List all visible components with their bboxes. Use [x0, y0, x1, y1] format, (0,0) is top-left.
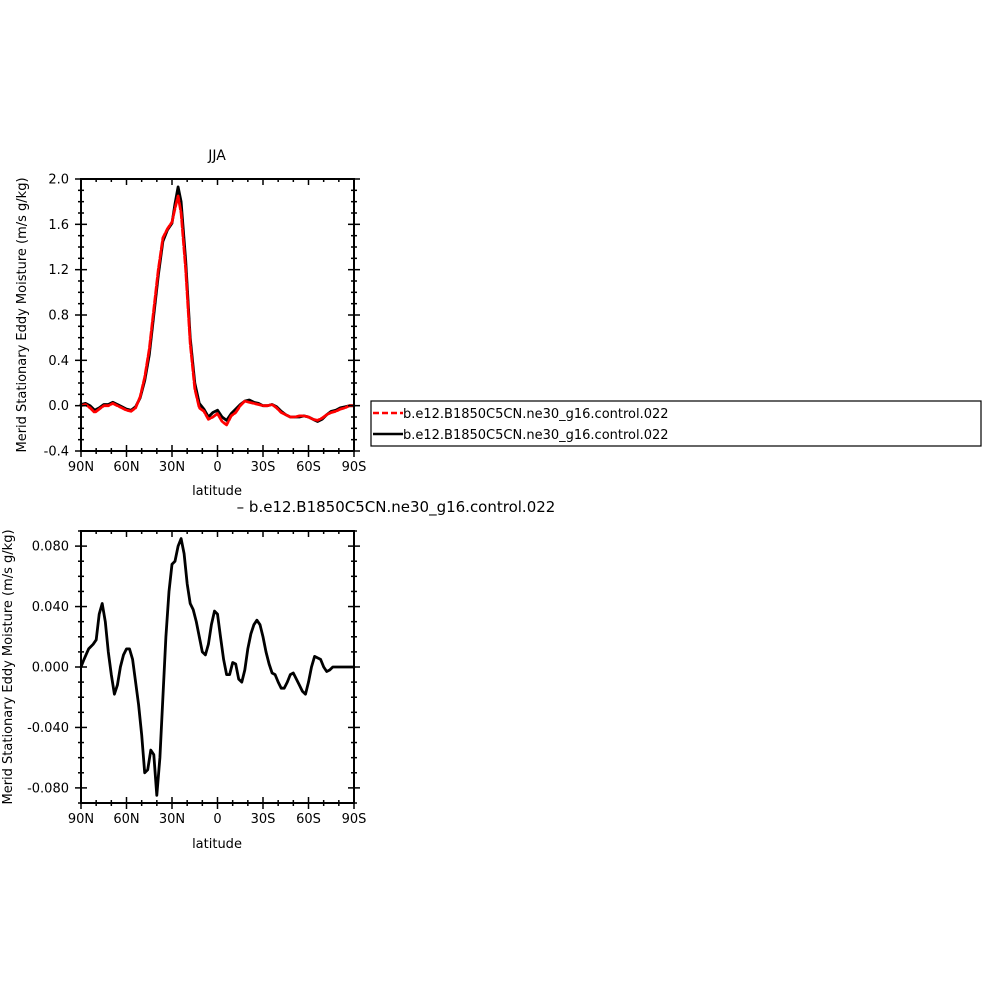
top-chart-x-tick-label: 90S	[342, 460, 367, 475]
bottom-chart-x-tick-label: 30S	[251, 812, 276, 827]
top-chart-y-axis-title: Merid Stationary Eddy Moisture (m/s g/kg…	[15, 177, 30, 452]
bottom-chart-title: – b.e12.B1850C5CN.ne30_g16.control.022	[237, 498, 556, 517]
bottom-chart-y-tick-label: -0.040	[27, 721, 69, 736]
bottom-chart-y-tick-label: -0.080	[27, 781, 69, 796]
bottom-chart-y-tick-label: 0.040	[32, 600, 69, 615]
top-chart-y-tick-label: 0.8	[48, 309, 69, 324]
top-chart-x-tick-label: 0	[213, 460, 221, 475]
bottom-chart-panel: – b.e12.B1850C5CN.ne30_g16.control.022 M…	[1, 498, 555, 852]
bottom-chart-x-tick-label: 30N	[159, 812, 185, 827]
legend-box	[370, 400, 982, 447]
top-chart-legend: b.e12.B1850C5CN.ne30_g16.control.022 b.e…	[370, 400, 982, 447]
bottom-chart-x-tick-label: 90S	[342, 812, 367, 827]
top-chart-ticks-group: 90N 60N 30N 0 30S 60S 90S -0.4 0.0 0.4 0.8 1.2 1.6 2.…	[44, 173, 367, 476]
bottom-chart-series-line-1	[79, 537, 356, 797]
bottom-chart-frame	[80, 530, 355, 804]
bottom-chart-y-tick-label: 0.080	[32, 540, 69, 555]
top-chart-y-tick-label: 2.0	[48, 173, 69, 188]
top-chart-x-tick-label: 60S	[296, 460, 321, 475]
bottom-chart-x-tick-label: 90N	[68, 812, 94, 827]
top-chart-series-group	[79, 185, 356, 427]
top-chart-series-line-2	[79, 185, 356, 423]
top-chart-y-tick-label: 1.2	[48, 263, 69, 278]
top-chart-y-tick-label: 0.0	[48, 399, 69, 414]
top-chart-series-line-1	[79, 194, 356, 427]
top-chart-y-tick-label: -0.4	[44, 445, 69, 460]
bottom-chart-y-axis-title: Merid Stationary Eddy Moisture (m/s g/kg…	[1, 529, 16, 804]
bottom-chart-x-tick-label: 60S	[296, 812, 321, 827]
top-chart-x-tick-label: 30N	[159, 460, 185, 475]
bottom-chart-x-axis-title: latitude	[192, 837, 242, 852]
top-chart-y-tick-label: 1.6	[48, 218, 69, 233]
top-chart-x-tick-label: 90N	[68, 460, 94, 475]
legend-entry-2-label: b.e12.B1850C5CN.ne30_g16.control.022	[403, 428, 669, 443]
top-chart-panel: JJA Merid Stationary Eddy Moisture (m/s …	[15, 148, 366, 499]
top-chart-title: JJA	[207, 148, 226, 164]
top-chart-frame	[80, 178, 355, 452]
top-chart-x-tick-label: 60N	[113, 460, 139, 475]
bottom-chart-x-tick-label: 0	[213, 812, 221, 827]
top-chart-y-tick-label: 0.4	[48, 354, 69, 369]
bottom-chart-ticks-group: 90N 60N 30N 0 30S 60S 90S -0.080 -0.040 0.000 0.04…	[27, 530, 367, 827]
bottom-chart-y-tick-label: 0.000	[32, 661, 69, 676]
bottom-chart-x-tick-label: 60N	[113, 812, 139, 827]
top-chart-x-tick-label: 30S	[251, 460, 276, 475]
legend-entry-1-label: b.e12.B1850C5CN.ne30_g16.control.022	[403, 407, 669, 422]
bottom-chart-series-group	[79, 537, 356, 797]
top-chart-x-axis-title: latitude	[192, 484, 242, 499]
